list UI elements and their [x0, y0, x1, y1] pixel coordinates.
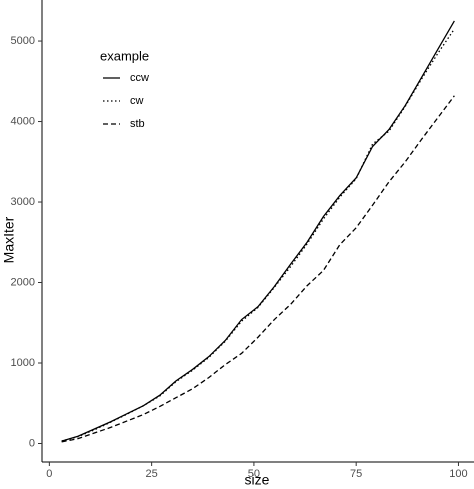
- x-tick-label: 25: [146, 468, 158, 480]
- line-series: [61, 95, 455, 443]
- legend-title: example: [100, 48, 149, 63]
- y-tick-label: 5000: [11, 35, 35, 47]
- line-series: [61, 20, 455, 442]
- y-tick-label: 2000: [11, 276, 35, 288]
- x-tick-label: 0: [46, 468, 52, 480]
- legend-label: cw: [130, 95, 144, 107]
- x-tick-label: 100: [449, 468, 467, 480]
- legend-label: ccw: [130, 72, 149, 84]
- y-axis-title: MaxIter: [1, 216, 17, 263]
- y-tick-label: 3000: [11, 196, 35, 208]
- y-tick-label: 1000: [11, 357, 35, 369]
- line-series: [61, 28, 455, 442]
- y-tick-label: 0: [29, 437, 35, 449]
- x-axis-title: size: [245, 472, 270, 488]
- legend-label: stb: [130, 118, 145, 130]
- y-tick-label: 4000: [11, 115, 35, 127]
- x-tick-label: 50: [248, 468, 260, 480]
- x-tick-label: 75: [350, 468, 362, 480]
